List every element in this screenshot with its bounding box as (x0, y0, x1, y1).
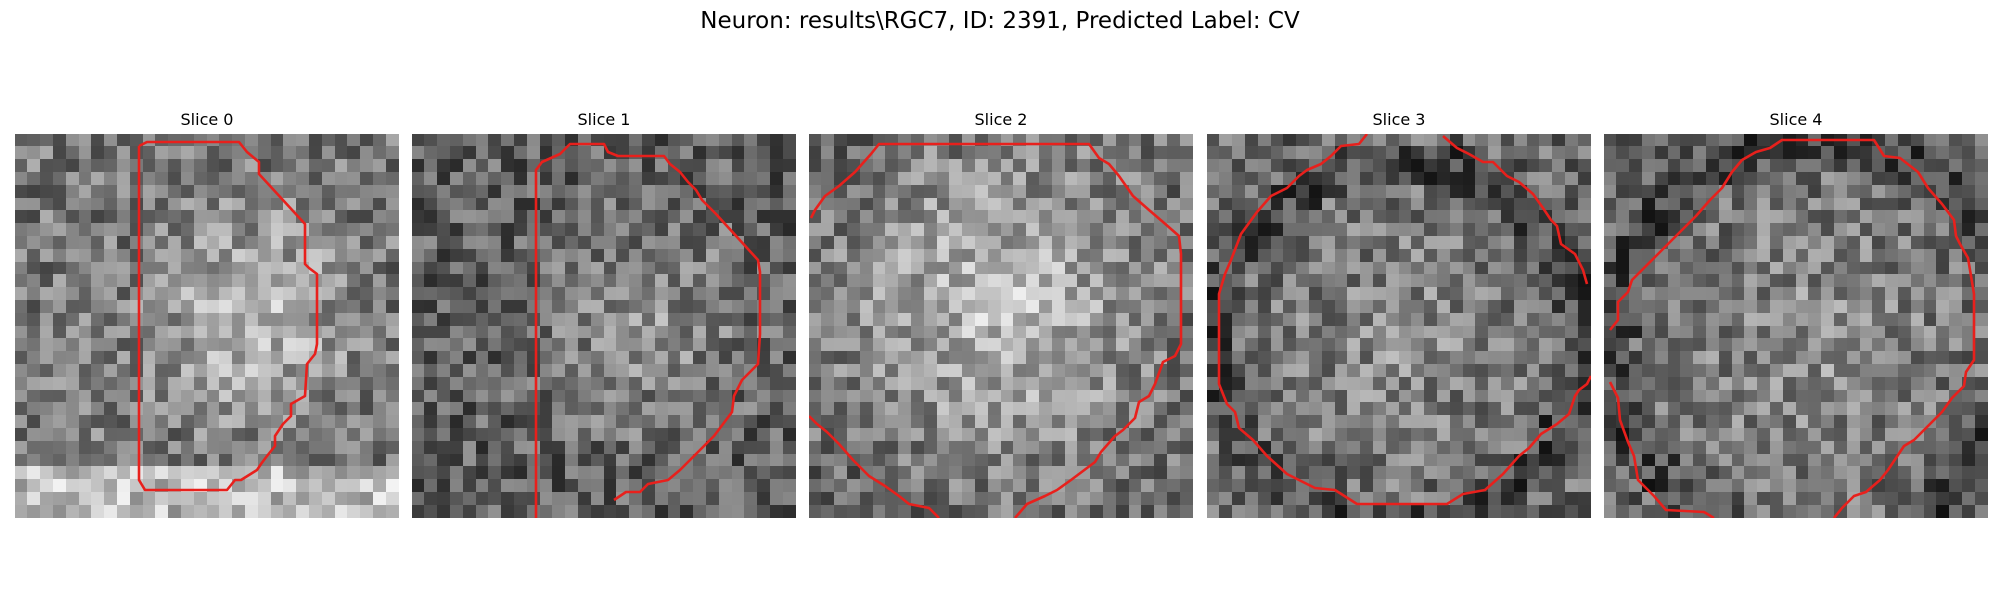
figure-title: Neuron: results\RGC7, ID: 2391, Predicte… (700, 8, 1300, 34)
cell-contour-3 (1217, 134, 1591, 506)
slice-image-1 (412, 134, 796, 518)
slice-contour-overlay-4 (1608, 138, 1976, 518)
slice-panel-4: Slice 4 (1604, 108, 1988, 518)
cell-contour-4-lower (1608, 381, 1715, 518)
cell-contour-2-lower (809, 415, 940, 518)
cell-contour-0 (137, 140, 319, 492)
slice-contour-overlay-2 (809, 142, 1183, 518)
slice-image-0 (15, 134, 399, 518)
slice-title-1: Slice 1 (577, 110, 631, 129)
cell-contour-4 (1608, 138, 1976, 518)
cell-contour-2 (809, 142, 1183, 518)
slice-title-3: Slice 3 (1372, 110, 1426, 129)
slice-panel-1: Slice 1 (412, 108, 796, 518)
cell-contour-3-upper (1442, 135, 1589, 285)
slice-title-4: Slice 4 (1769, 110, 1823, 129)
slice-image-2 (809, 134, 1193, 518)
slice-title-2: Slice 2 (974, 110, 1028, 129)
slice-contour-overlay-1 (534, 142, 762, 518)
slice-panel-3: Slice 3 (1207, 108, 1591, 518)
slice-title-0: Slice 0 (180, 110, 234, 129)
slice-panel-2: Slice 2 (809, 108, 1193, 518)
slice-image-3 (1207, 134, 1591, 518)
slice-contour-overlay-3 (1217, 134, 1591, 506)
cell-contour-1 (534, 142, 762, 518)
slice-contour-overlay-0 (137, 140, 319, 492)
slice-panel-0: Slice 0 (15, 108, 399, 518)
slice-image-4 (1604, 134, 1988, 518)
